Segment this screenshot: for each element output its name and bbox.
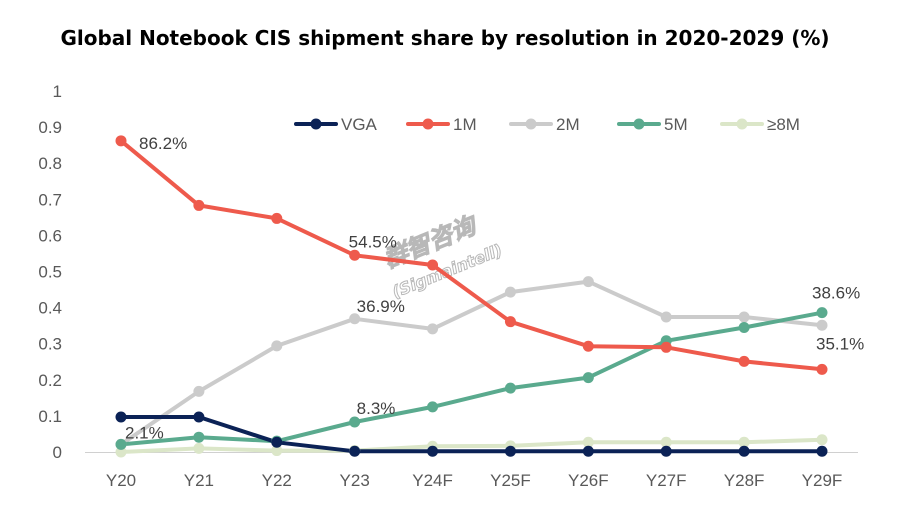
data-point-ge8m <box>816 434 828 446</box>
data-label: 35.1% <box>816 334 864 353</box>
data-label: 36.9% <box>357 297 405 316</box>
data-label: 38.6% <box>812 284 860 303</box>
x-tick-label: Y20 <box>106 471 136 490</box>
x-tick-label: Y25F <box>490 471 531 490</box>
series-points <box>115 135 828 458</box>
data-point-5m <box>427 401 439 413</box>
data-point-1m <box>271 212 283 224</box>
legend-label-1m: 1M <box>453 115 477 134</box>
data-point-1m <box>582 340 594 352</box>
data-point-ge8m <box>582 436 594 448</box>
y-tick-label: 0.4 <box>38 299 62 318</box>
legend-marker-ge8m <box>736 118 748 130</box>
series-line-2m <box>119 279 824 447</box>
data-point-2m <box>271 340 283 352</box>
series-line-1m <box>119 138 824 372</box>
x-tick-label: Y26F <box>568 471 609 490</box>
y-tick-label: 0.2 <box>38 371 62 390</box>
data-point-5m <box>738 321 750 333</box>
data-point-2m <box>582 276 594 288</box>
x-tick-label: Y28F <box>724 471 765 490</box>
legend-marker-vga <box>310 118 322 130</box>
x-tick-label: Y23 <box>340 471 370 490</box>
x-tick-label: Y22 <box>262 471 292 490</box>
chart-title: Global Notebook CIS shipment share by re… <box>60 26 829 50</box>
data-point-vga <box>582 445 594 457</box>
data-point-1m <box>738 355 750 367</box>
data-point-vga <box>193 411 205 423</box>
data-point-5m <box>193 431 205 443</box>
data-point-vga <box>271 436 283 448</box>
legend-label-ge8m: ≥8M <box>767 115 800 134</box>
legend-marker-5m <box>633 118 645 130</box>
data-point-ge8m <box>738 436 750 448</box>
x-tick-label: Y27F <box>646 471 687 490</box>
data-label: 54.5% <box>349 232 397 251</box>
series-line-vga <box>119 415 824 454</box>
data-point-ge8m <box>193 442 205 454</box>
data-label: 86.2% <box>139 134 187 153</box>
data-point-1m <box>349 249 361 261</box>
series-line-ge8m <box>119 437 824 454</box>
data-point-vga <box>816 445 828 457</box>
y-tick-label: 1 <box>53 82 62 101</box>
y-tick-label: 0.5 <box>38 263 62 282</box>
y-tick-label: 0.8 <box>38 154 62 173</box>
data-point-2m <box>349 313 361 325</box>
data-point-5m <box>504 382 516 394</box>
data-point-vga <box>349 445 361 457</box>
data-point-1m <box>427 259 439 271</box>
y-tick-label: 0.3 <box>38 335 62 354</box>
legend-label-vga: VGA <box>341 115 378 134</box>
data-point-ge8m <box>115 446 127 458</box>
data-point-1m <box>504 316 516 328</box>
data-point-vga <box>427 445 439 457</box>
y-tick-label: 0 <box>53 443 62 462</box>
x-tick-label: Y21 <box>184 471 214 490</box>
data-point-ge8m <box>271 445 283 457</box>
data-point-2m <box>816 319 828 331</box>
data-labels: 86.2% 54.5% 36.9% 8.3% 2.1% 38.6% 35.1% <box>125 134 864 443</box>
y-tick-label: 0.6 <box>38 226 62 245</box>
data-point-vga <box>660 445 672 457</box>
data-point-5m <box>816 307 828 319</box>
data-point-2m <box>738 311 750 323</box>
y-tick-label: 0.1 <box>38 407 62 426</box>
series-lines <box>119 138 824 454</box>
data-point-2m <box>427 323 439 335</box>
data-point-vga <box>504 445 516 457</box>
x-tick-label: Y29F <box>802 471 843 490</box>
data-point-5m <box>115 438 127 450</box>
data-point-vga <box>115 411 127 423</box>
data-point-5m <box>582 372 594 384</box>
legend-label-2m: 2M <box>556 115 580 134</box>
data-point-2m <box>193 385 205 397</box>
data-point-5m <box>349 416 361 428</box>
legend: VGA 1M 2M 5M ≥8M <box>294 115 800 134</box>
legend-label-5m: 5M <box>664 115 688 134</box>
data-point-1m <box>816 363 828 375</box>
y-tick-label: 0.9 <box>38 118 62 137</box>
legend-marker-1m <box>422 118 434 130</box>
data-point-1m <box>193 199 205 211</box>
data-point-2m <box>504 286 516 298</box>
data-point-ge8m <box>660 436 672 448</box>
data-point-1m <box>115 135 127 147</box>
data-label: 8.3% <box>357 399 396 418</box>
y-tick-label: 0.7 <box>38 190 62 209</box>
data-point-vga <box>738 445 750 457</box>
series-line-5m <box>119 310 824 447</box>
data-point-2m <box>660 311 672 323</box>
data-label: 2.1% <box>125 423 164 442</box>
data-point-1m <box>660 341 672 353</box>
x-tick-label: Y24F <box>412 471 453 490</box>
legend-marker-2m <box>525 118 537 130</box>
